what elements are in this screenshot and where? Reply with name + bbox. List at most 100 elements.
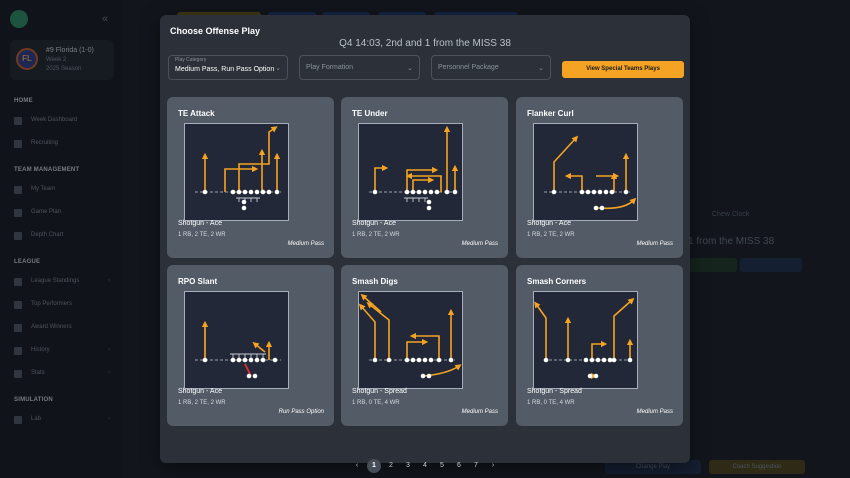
sidebar-item[interactable]: Stats › [14, 369, 114, 379]
block-marker [248, 197, 254, 202]
pagination-page-button[interactable]: 3 [406, 462, 410, 469]
player-marker [428, 357, 434, 363]
pagination-page-button[interactable]: 6 [457, 462, 461, 469]
route-line [534, 301, 547, 360]
player-marker [551, 189, 557, 195]
play-diagram [533, 291, 638, 389]
sidebar-item[interactable]: History › [14, 346, 114, 356]
block-marker [260, 353, 266, 358]
play-diagram-svg [195, 320, 281, 379]
block-marker [242, 353, 248, 358]
block-marker [254, 353, 260, 358]
chevron-down-icon: ⌄ [407, 65, 413, 72]
player-marker [241, 199, 247, 205]
coach-suggestion-button[interactable]: Coach Suggestion [709, 460, 805, 474]
sidebar-item[interactable]: Game Plan [14, 208, 114, 218]
pagination-page-button[interactable]: 5 [440, 462, 444, 469]
game-situation: Q4 14:03, 2nd and 1 from the MISS 38 [339, 38, 511, 49]
play-name: Flanker Curl [527, 109, 574, 118]
player-marker [585, 189, 591, 195]
player-marker [426, 199, 432, 205]
block-marker [230, 353, 236, 358]
player-marker [422, 357, 428, 363]
block-marker [416, 197, 422, 202]
sidebar-item-label: History [31, 347, 50, 353]
sidebar-item[interactable]: Top Performers [14, 300, 114, 310]
player-marker [254, 189, 260, 195]
sidebar-item[interactable]: My Team [14, 185, 114, 195]
app-logo[interactable] [10, 10, 28, 28]
play-card[interactable]: Smash Corners Shotgun - Spread 1 RB, 0 TE,… [516, 265, 683, 426]
nav-icon [14, 140, 22, 148]
player-marker [452, 189, 458, 195]
player-marker [448, 357, 454, 363]
play-category-select[interactable]: Play Category Medium Pass, Run Pass Opti… [168, 55, 288, 80]
block-marker [422, 197, 428, 202]
sidebar-item[interactable]: League Standings › [14, 277, 114, 287]
sidebar-item-label: Lab [31, 416, 42, 422]
nav-icon [14, 278, 22, 286]
bg-game-situation: 1 from the MISS 38 [688, 236, 775, 247]
personnel-package-select[interactable]: Personnel Package ⌄ [431, 55, 551, 80]
player-marker [416, 189, 422, 195]
play-card[interactable]: Flanker Curl Shotgun - Ace 1 RB, 2 TE, 2 W… [516, 97, 683, 258]
player-marker [230, 357, 236, 363]
route-line [405, 172, 442, 192]
pagination-page-button[interactable]: 2 [389, 462, 393, 469]
player-marker [242, 357, 248, 363]
pagination-prev-button[interactable]: ‹ [355, 462, 359, 469]
nav-icon [14, 324, 22, 332]
play-personnel: 1 RB, 2 TE, 2 WR [178, 400, 226, 406]
route-line [360, 293, 382, 313]
sidebar-item[interactable]: Week Dashboard [14, 116, 114, 126]
pagination-next-button[interactable]: › [491, 462, 495, 469]
sidebar-item[interactable]: Award Winners [14, 323, 114, 333]
player-marker [242, 189, 248, 195]
team-card[interactable]: FL #9 Florida (1-0) Week 2 2025 Season [10, 40, 114, 80]
sidebar-item[interactable]: Lab › [14, 415, 114, 425]
pagination-page-button[interactable]: 7 [474, 462, 478, 469]
play-personnel: 1 RB, 2 TE, 2 WR [527, 232, 575, 238]
sidebar-item-label: Recruiting [31, 140, 59, 146]
play-personnel: 1 RB, 0 TE, 4 WR [527, 400, 575, 406]
route-line [359, 303, 376, 360]
collapse-sidebar-icon[interactable]: « [102, 13, 109, 25]
nav-icon [14, 232, 22, 240]
play-card[interactable]: TE Attack Shotgun - Ace 1 RB, 2 TE, 2 WR Me… [167, 97, 334, 258]
play-diagram-svg [195, 126, 281, 211]
player-marker [372, 357, 378, 363]
nav-icon [14, 186, 22, 194]
play-formation-placeholder: Play Formation [306, 64, 354, 71]
player-marker [599, 205, 605, 211]
sidebar-item-label: Game Plan [31, 209, 62, 215]
nav-icon [14, 416, 22, 424]
modal-title: Choose Offense Play [170, 26, 261, 36]
play-card[interactable]: RPO Slant Shotgun - Ace 1 RB, 2 TE, 2 WR Ru… [167, 265, 334, 426]
player-marker [611, 357, 617, 363]
pagination-page-button[interactable]: 4 [423, 462, 427, 469]
player-marker [404, 357, 410, 363]
nav-section-title: HOME [14, 98, 33, 104]
play-formation-select[interactable]: Play Formation ⌄ [299, 55, 420, 80]
route-line [238, 126, 278, 192]
player-marker [595, 357, 601, 363]
sidebar-item-label: Top Performers [31, 301, 73, 307]
sidebar-item-label: League Standings [31, 278, 80, 284]
play-category-label: Play Category [175, 57, 207, 63]
sidebar-item[interactable]: Depth Chart [14, 231, 114, 241]
play-diagram [184, 123, 289, 221]
route-line [553, 135, 579, 192]
block-marker [248, 353, 254, 358]
route-line [252, 342, 266, 353]
view-special-teams-button[interactable]: View Special Teams Plays [562, 61, 684, 78]
route-line [412, 176, 435, 192]
block-marker [236, 353, 242, 358]
sidebar-item[interactable]: Recruiting [14, 139, 114, 149]
change-play-button[interactable]: Change Play [605, 460, 701, 474]
chevron-right-icon: › [108, 370, 110, 376]
player-marker [543, 357, 549, 363]
play-formation: Shotgun - Spread [527, 388, 582, 395]
play-card[interactable]: TE Under Shotgun - Ace 1 RB, 2 TE, 2 WR Med… [341, 97, 508, 258]
pagination-page-button[interactable]: 1 [367, 459, 381, 473]
play-card[interactable]: Smash Digs Shotgun - Spread 1 RB, 0 TE, 4 … [341, 265, 508, 426]
